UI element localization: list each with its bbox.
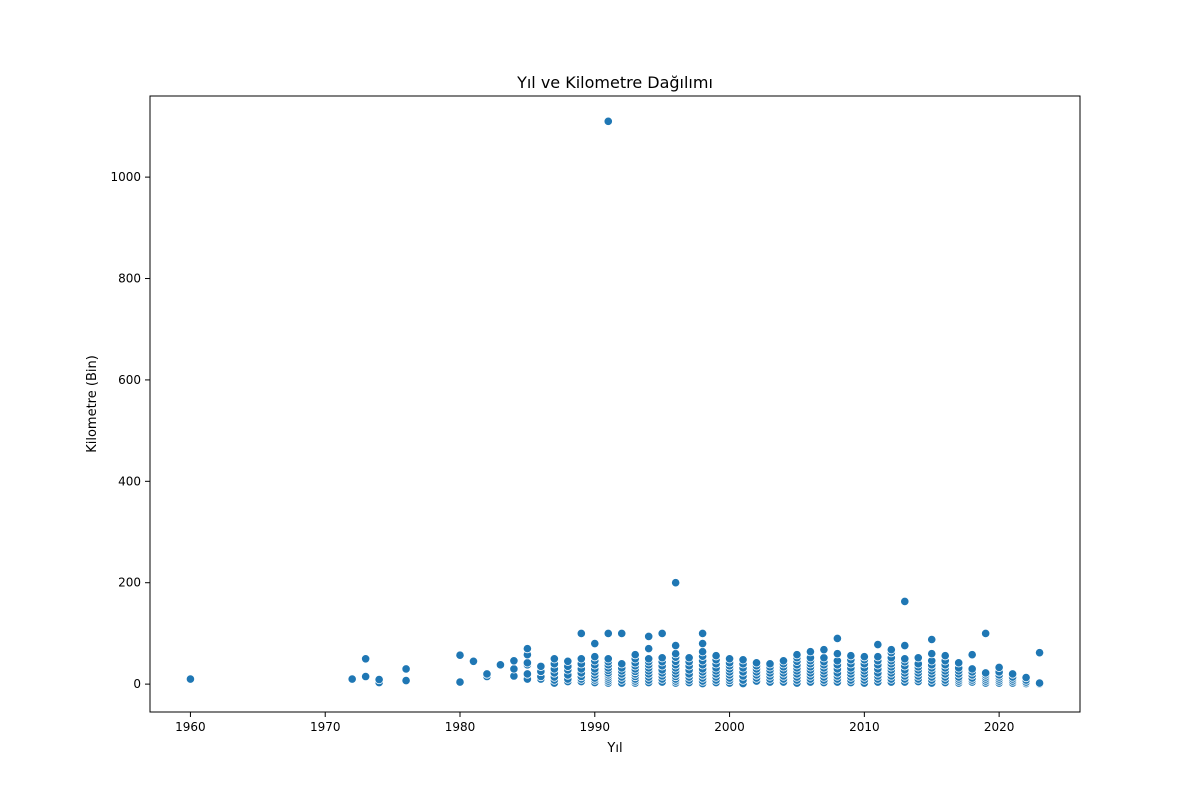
data-point xyxy=(900,596,910,607)
x-axis-label: Yıl xyxy=(606,741,622,756)
ticks-layer: 1960 1970 1980 1990 2000 2010 2020 0 200 400 600 80… xyxy=(110,170,1014,734)
data-point xyxy=(576,628,586,639)
x-tick-label: 1960 xyxy=(175,720,206,734)
data-point xyxy=(671,649,681,659)
data-point xyxy=(1034,678,1045,688)
data-point xyxy=(617,659,627,669)
data-point xyxy=(509,664,519,674)
data-point xyxy=(832,649,842,659)
data-point xyxy=(711,651,721,661)
data-point xyxy=(819,645,829,655)
data-point xyxy=(603,116,613,126)
data-point xyxy=(900,640,910,651)
data-point xyxy=(940,651,950,661)
data-point xyxy=(185,674,196,684)
data-point xyxy=(994,662,1004,672)
data-point xyxy=(374,674,384,685)
data-point xyxy=(967,650,977,660)
data-point xyxy=(832,633,842,644)
x-tick-label: 2020 xyxy=(984,720,1015,734)
data-point xyxy=(603,628,613,639)
data-point xyxy=(792,650,802,660)
data-point xyxy=(522,644,532,654)
x-tick-label: 1990 xyxy=(580,720,611,734)
data-point xyxy=(657,628,667,639)
data-point xyxy=(455,677,465,687)
data-point xyxy=(873,639,883,650)
y-tick-label: 200 xyxy=(118,576,141,590)
data-point xyxy=(549,654,559,664)
data-point xyxy=(630,650,640,660)
data-point xyxy=(684,653,694,663)
data-point xyxy=(859,652,869,662)
data-point xyxy=(913,653,923,663)
data-point xyxy=(617,628,627,639)
data-point xyxy=(644,631,654,642)
data-point xyxy=(361,654,371,664)
data-point xyxy=(347,674,357,684)
data-point xyxy=(981,628,991,639)
data-point xyxy=(495,660,506,670)
data-point xyxy=(522,669,532,679)
x-tick-label: 2010 xyxy=(849,720,880,734)
data-point xyxy=(590,652,600,662)
data-point xyxy=(671,640,681,651)
data-point xyxy=(886,645,896,655)
data-point xyxy=(981,668,991,678)
y-axis-label: Kilometre (Bin) xyxy=(85,355,100,453)
data-point xyxy=(509,656,519,666)
data-point xyxy=(724,654,735,664)
data-point xyxy=(522,658,532,668)
points-layer xyxy=(185,116,1045,689)
data-point xyxy=(900,654,910,664)
data-point xyxy=(927,634,937,645)
data-point xyxy=(1008,669,1018,679)
data-point xyxy=(401,664,411,674)
data-point xyxy=(873,652,883,662)
x-tick-label: 1980 xyxy=(445,720,476,734)
data-point xyxy=(954,658,964,668)
data-point xyxy=(819,653,829,663)
data-point xyxy=(401,675,411,686)
y-tick-label: 1000 xyxy=(110,170,141,184)
x-tick-label: 1970 xyxy=(310,720,341,734)
data-point xyxy=(1021,672,1031,683)
data-point xyxy=(563,656,573,666)
data-point xyxy=(644,644,654,654)
data-point xyxy=(590,638,600,649)
data-point xyxy=(468,656,479,666)
plot-frame xyxy=(149,95,1081,713)
chart-title: Yıl ve Kilometre Dağılımı xyxy=(516,73,713,92)
y-tick-label: 0 xyxy=(133,677,141,691)
data-point xyxy=(671,578,681,588)
data-point xyxy=(738,655,748,665)
data-point xyxy=(967,664,977,674)
data-point xyxy=(698,638,708,649)
y-tick-label: 600 xyxy=(118,373,141,387)
data-point xyxy=(778,656,789,666)
data-point xyxy=(805,647,816,657)
data-point xyxy=(751,658,762,668)
y-tick-label: 800 xyxy=(118,272,141,286)
data-point xyxy=(576,654,586,664)
data-point xyxy=(927,649,937,659)
y-tick-label: 400 xyxy=(118,474,141,488)
data-point xyxy=(482,669,492,679)
x-tick-label: 2000 xyxy=(714,720,745,734)
data-point xyxy=(644,654,654,664)
data-point xyxy=(846,651,856,661)
data-point xyxy=(765,659,775,669)
data-point xyxy=(657,653,667,663)
data-point xyxy=(536,661,546,671)
data-point xyxy=(361,671,371,682)
data-point xyxy=(455,650,465,660)
data-point xyxy=(698,628,708,639)
data-point xyxy=(1034,648,1045,658)
data-point xyxy=(698,647,708,657)
data-point xyxy=(603,654,613,664)
